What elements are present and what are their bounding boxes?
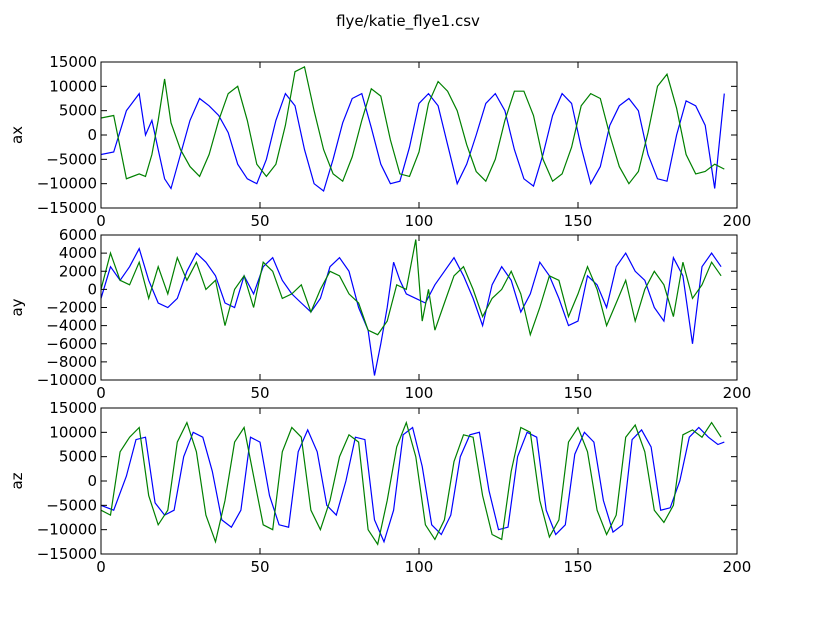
x-tick-label: 200 [723,212,752,230]
y-tick-label: 2000 [59,262,97,280]
y-tick-label: 5000 [59,102,97,120]
y-tick-label: −8000 [46,353,97,371]
x-tick-label: 150 [564,558,593,576]
x-tick-label: 150 [564,212,593,230]
x-tick-label: 100 [405,558,434,576]
subplot-ax: 0 50 100 150 200 −15000 −10000 −5000 0 5000 10000 1… [8,53,751,230]
y-tick-label: −10000 [37,521,97,539]
x-tick-label: 50 [250,384,269,402]
y-tick-label: −10000 [37,371,97,389]
y-tick-label: −2000 [46,299,97,317]
x-tick-label: 200 [723,384,752,402]
y-tick-label: 0 [87,126,97,144]
figure-title: flye/katie_flye1.csv [336,12,480,31]
y-axis-label: ax [8,126,26,144]
x-tick-label: 100 [405,212,434,230]
series-line-2 [101,66,725,185]
y-tick-label: 15000 [49,399,97,417]
y-tick-label: −4000 [46,317,97,335]
series-line-2 [101,420,722,546]
y-tick-label: 4000 [59,244,97,262]
y-tick-label: 0 [87,280,97,298]
y-tick-label: 0 [87,472,97,490]
subplot-ay: 0 50 100 150 200−10000−8000−6000−4000−200002… [8,226,751,402]
y-tick-label: −10000 [37,175,97,193]
x-tick-label: 0 [96,384,106,402]
series-line-1 [101,247,722,376]
y-axis-label: az [8,472,26,489]
x-tick-label: 0 [96,212,106,230]
x-tick-label: 0 [96,558,106,576]
y-tick-label: −5000 [46,150,97,168]
series-line-1 [101,426,725,544]
y-tick-label: 15000 [49,53,97,71]
y-tick-label: −15000 [37,545,97,563]
subplot-az: 0 50 100 150 200 −15000 −10000 −5000 0 5000 10000 1… [8,399,751,576]
x-tick-label: 100 [405,384,434,402]
y-tick-label: 6000 [59,226,97,244]
y-tick-label: −6000 [46,335,97,353]
x-tick-label: 50 [250,558,269,576]
y-tick-label: 10000 [49,423,97,441]
y-tick-label: −15000 [37,199,97,217]
y-tick-label: 10000 [49,77,97,95]
x-tick-label: 150 [564,384,593,402]
series-line-1 [101,92,725,193]
y-tick-label: −5000 [46,496,97,514]
x-tick-label: 50 [250,212,269,230]
y-axis-label: ay [8,298,26,316]
x-tick-label: 200 [723,558,752,576]
series-line-2 [101,239,722,337]
y-tick-label: 5000 [59,448,97,466]
